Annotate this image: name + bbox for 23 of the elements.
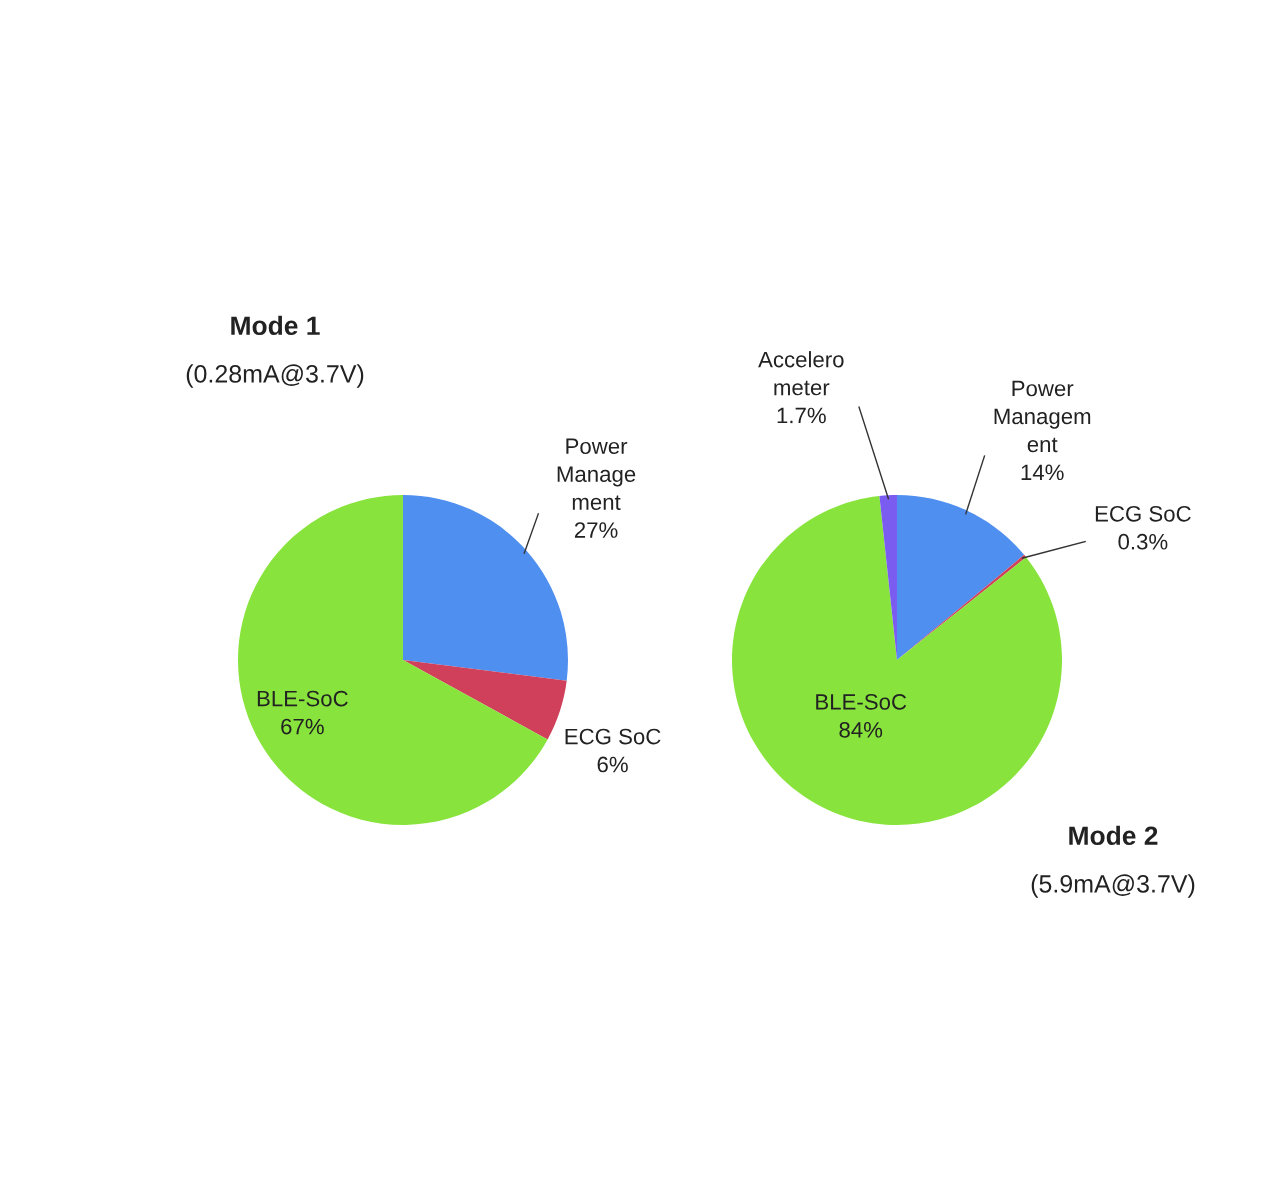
pie-slice [732,495,1062,825]
text: Mode 2 [1069,825,1158,846]
data-label: 0.3% [1118,533,1168,550]
data-label: 84% [839,721,883,738]
slice-label: ECG SoC [565,728,661,745]
data-label: 14% [1021,464,1064,481]
slice-label: BLE-SoC [257,690,348,707]
pie-slice [897,495,1025,660]
slice-label: Power Manage ment [557,438,636,510]
data-label: 1.7% [777,407,826,424]
slice-label: BLE-SoC [816,694,907,710]
chart-title: Mode 1 [231,315,320,336]
pie-slice [403,660,567,740]
slice-label: ECG SoC [1095,505,1191,522]
pie-slice [238,495,548,825]
slice-label: Power Managem ent [994,380,1091,453]
data-label: 27% [574,522,618,538]
chart-subtitle: (0.28mA@3.7V) [186,364,364,388]
text: (5.9mA@3.7V) [1031,874,1195,898]
data-label: 67% [281,718,324,735]
slice-label: Accelero meter [758,351,844,396]
pie-slice [403,495,568,681]
data-label: 6% [597,756,628,773]
